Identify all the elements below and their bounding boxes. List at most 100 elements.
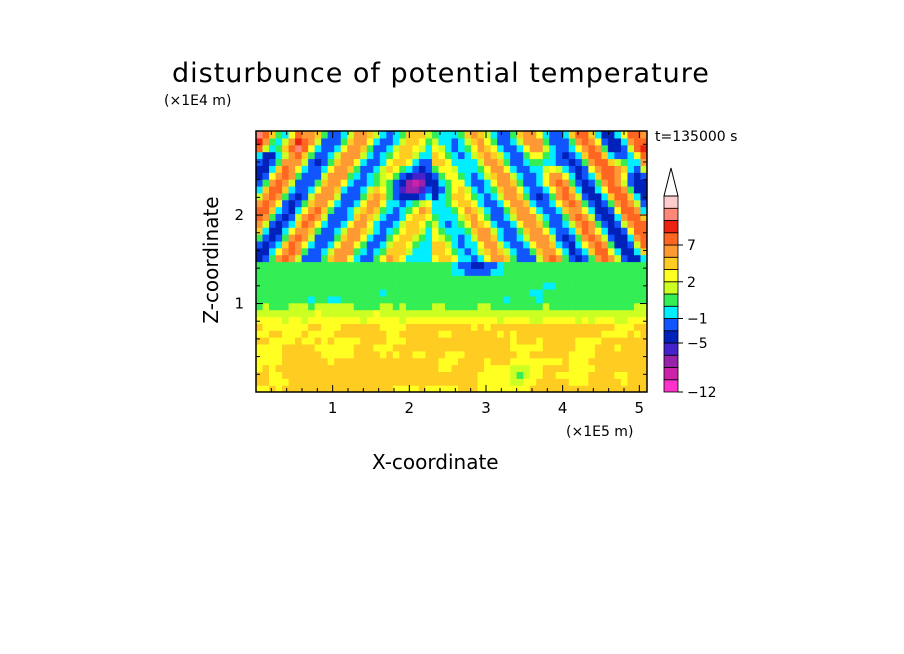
heatmap-cell — [360, 378, 368, 386]
heatmap-cell — [360, 261, 368, 269]
heatmap-cell — [503, 240, 511, 249]
heatmap-cell — [360, 144, 368, 153]
heatmap-cell — [477, 268, 485, 276]
heatmap-cell — [627, 247, 635, 256]
heatmap-cell — [392, 288, 400, 297]
heatmap-cell — [269, 371, 277, 379]
heatmap-cell — [581, 151, 589, 160]
heatmap-cell — [438, 227, 446, 235]
heatmap-cell — [392, 227, 400, 235]
heatmap-cell — [334, 302, 342, 311]
heatmap-cell — [640, 247, 647, 256]
heatmap-cell — [458, 240, 466, 249]
heatmap-cell — [256, 131, 264, 139]
heatmap-cell — [549, 199, 557, 208]
heatmap-cell — [399, 185, 407, 194]
heatmap-cell — [282, 343, 290, 352]
heatmap-cell — [379, 309, 387, 318]
heatmap-cell — [490, 199, 498, 208]
heatmap-cell — [464, 247, 472, 256]
heatmap-cell — [360, 323, 368, 331]
heatmap-cell — [451, 302, 459, 311]
heatmap-cell — [497, 179, 505, 187]
heatmap-cell — [412, 165, 420, 173]
heatmap-cell — [418, 206, 427, 215]
heatmap-cell — [373, 302, 381, 311]
colorbar-swatch — [663, 195, 679, 209]
heatmap-cell — [366, 165, 374, 173]
heatmap-cell — [477, 144, 485, 153]
heatmap-cell — [262, 302, 270, 311]
heatmap-cell — [581, 213, 589, 221]
heatmap-cell — [392, 172, 400, 180]
heatmap-cell — [523, 185, 531, 194]
heatmap-cell — [601, 213, 609, 221]
heatmap-cell — [347, 282, 355, 290]
heatmap-cell — [405, 330, 413, 338]
heatmap-cell — [620, 275, 629, 283]
heatmap-cell — [347, 137, 355, 146]
heatmap-cell — [594, 247, 602, 256]
heatmap-cell — [490, 309, 498, 318]
colorbar-swatch — [663, 318, 679, 332]
heatmap-cell — [327, 288, 335, 297]
heatmap-cell — [295, 131, 303, 139]
heatmap-cell — [366, 179, 374, 187]
heatmap-cell — [523, 378, 531, 386]
heatmap-cell — [399, 254, 407, 263]
heatmap-cell — [366, 309, 374, 318]
heatmap-cell — [633, 254, 642, 263]
heatmap-cell — [627, 199, 635, 208]
heatmap-cell — [360, 213, 368, 221]
heatmap-cell — [555, 192, 563, 201]
heatmap-cell — [405, 261, 413, 269]
heatmap-cell — [542, 220, 550, 228]
heatmap-cell — [321, 247, 329, 256]
heatmap-cell — [256, 172, 264, 180]
heatmap-cell — [536, 268, 544, 276]
heatmap-cell — [405, 179, 413, 187]
heatmap-cell — [256, 254, 264, 263]
heatmap-cell — [269, 302, 277, 311]
heatmap-cell — [477, 206, 485, 215]
heatmap-cell — [549, 288, 557, 297]
heatmap-cell — [347, 213, 355, 221]
heatmap-cell — [347, 261, 355, 269]
heatmap-cell — [640, 295, 647, 304]
heatmap-cell — [477, 234, 485, 242]
heatmap-cell — [594, 179, 602, 187]
x-tick-label: 1 — [328, 399, 338, 417]
heatmap-cell — [308, 385, 316, 392]
heatmap-cell — [327, 323, 335, 331]
heatmap-cell — [353, 151, 361, 160]
heatmap-cell — [275, 192, 283, 201]
heatmap-cell — [627, 337, 635, 345]
heatmap-cell — [308, 295, 316, 304]
heatmap-cell — [607, 357, 616, 366]
heatmap-cell — [464, 254, 472, 263]
heatmap-cell — [314, 282, 322, 290]
heatmap-cell — [334, 247, 342, 256]
heatmap-cell — [568, 275, 576, 283]
heatmap-cell — [288, 144, 296, 153]
heatmap-cell — [497, 185, 505, 194]
heatmap-cell — [379, 316, 387, 324]
heatmap-cell — [607, 220, 616, 228]
heatmap-cell — [477, 199, 485, 208]
heatmap-cell — [458, 288, 466, 297]
heatmap-cell — [555, 220, 563, 228]
heatmap-cell — [340, 337, 348, 345]
heatmap-cell — [568, 172, 576, 180]
heatmap-cell — [477, 179, 485, 187]
heatmap-cell — [340, 234, 348, 242]
heatmap-cell — [353, 185, 361, 194]
heatmap-cell — [594, 350, 602, 359]
heatmap-cell — [347, 206, 355, 215]
heatmap-cell — [581, 131, 589, 139]
heatmap-cell — [360, 137, 368, 146]
heatmap-cell — [594, 254, 602, 263]
heatmap-cell — [633, 179, 642, 187]
heatmap-cell — [458, 185, 466, 194]
heatmap-cell — [412, 172, 420, 180]
